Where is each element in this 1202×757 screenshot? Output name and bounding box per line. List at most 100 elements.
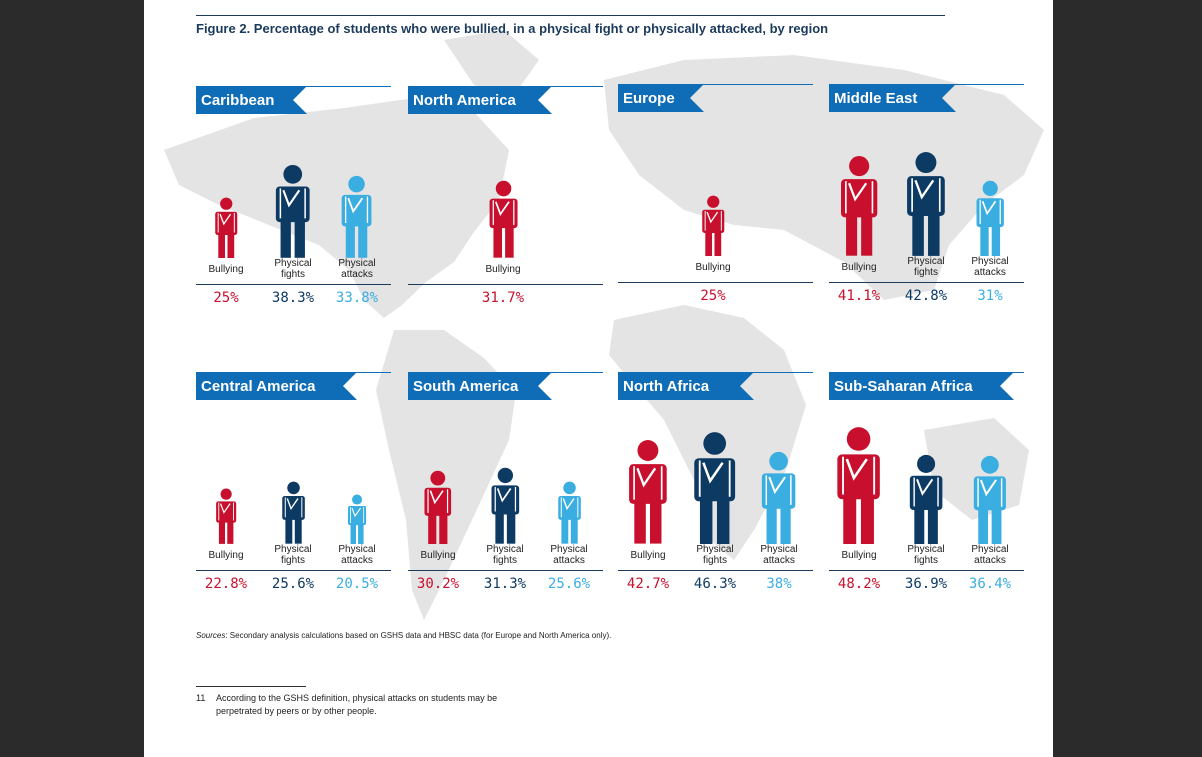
value-label-bullying: 22.8% [204, 576, 248, 592]
title-rule [196, 15, 945, 16]
value-label-bullying: 41.1% [837, 288, 881, 304]
region-header: Caribbean [196, 86, 307, 114]
figure-bullying [837, 427, 881, 544]
value-label-bullying: 42.7% [626, 576, 670, 592]
baseline [196, 284, 391, 285]
category-label-bullying: Bullying [420, 550, 456, 561]
region-label: Caribbean [201, 92, 275, 109]
value-label-fights: 25.6% [271, 576, 315, 592]
footnote: 11 According to the GSHS definition, phys… [196, 692, 497, 718]
baseline [829, 282, 1024, 283]
figure-bullying [702, 195, 725, 257]
category-label-bullying: Bullying [208, 264, 244, 275]
value-label-bullying: 25% [700, 288, 726, 304]
region-label: Sub-Saharan Africa [834, 378, 973, 395]
value-label-fights: 46.3% [693, 576, 737, 592]
category-label-fights: Physical fights [696, 544, 734, 566]
region-label: South America [413, 378, 519, 395]
footnote-rule [196, 686, 306, 687]
figure-attacks [342, 176, 372, 258]
figure-attacks [762, 451, 796, 544]
figure-bullying [215, 488, 236, 544]
region-label: North Africa [623, 378, 710, 395]
figure-bullying [629, 440, 667, 544]
category-label-bullying: Bullying [841, 550, 877, 561]
baseline [408, 284, 603, 285]
value-label-attacks: 31% [977, 288, 1003, 304]
region-header: South America [408, 372, 552, 400]
figure-attacks [976, 180, 1004, 256]
value-label-bullying: 31.7% [481, 290, 525, 306]
category-label-attacks: Physical attacks [971, 544, 1009, 566]
sources-label: Sources [196, 631, 226, 640]
panel-north-africa: North Africa Bullying 42.7% Physical fights… [618, 372, 813, 607]
category-label-bullying: Bullying [630, 550, 666, 561]
region-header-banner [618, 84, 704, 112]
category-label-attacks: Physical attacks [550, 544, 588, 566]
value-label-attacks: 38% [766, 576, 792, 592]
panel-central-america: Central America Bullying 22.8% Physical fig… [196, 372, 391, 607]
value-label-bullying: 48.2% [837, 576, 881, 592]
region-header: Sub-Saharan Africa [829, 372, 1014, 400]
figure-fights [694, 431, 736, 544]
region-label: Central America [201, 378, 316, 395]
region-header: Europe [618, 84, 704, 112]
category-label-attacks: Physical attacks [338, 258, 376, 280]
value-label-attacks: 25.6% [547, 576, 591, 592]
region-label: Europe [623, 90, 675, 107]
baseline [618, 282, 813, 283]
figure-bullying [840, 156, 878, 256]
panel-south-america: South America Bullying 30.2% Physical fight… [408, 372, 603, 607]
figure-fights [491, 468, 519, 544]
figure-bullying [489, 181, 518, 258]
category-label-bullying: Bullying [208, 550, 244, 561]
figure-title: Figure 2. Percentage of students who wer… [196, 21, 829, 36]
region-header: Middle East [829, 84, 956, 112]
sources-text: : Secondary analysis calculations based … [225, 631, 612, 640]
figure-attacks [557, 481, 581, 544]
panel-europe: Europe Bullying 25% [618, 84, 813, 319]
category-label-attacks: Physical attacks [338, 544, 376, 566]
footnote-line-2: perpetrated by peers or by other people. [216, 706, 377, 716]
category-label-fights: Physical fights [907, 544, 945, 566]
value-label-attacks: 36.4% [968, 576, 1012, 592]
category-label-fights: Physical fights [486, 544, 524, 566]
category-label-bullying: Bullying [695, 262, 731, 273]
figure-fights [909, 454, 943, 544]
region-header-banner [408, 86, 552, 114]
baseline [829, 570, 1024, 571]
panel-caribbean: Caribbean Bullying 25% Physical fights 38.3%… [196, 86, 391, 321]
category-label-fights: Physical fights [274, 258, 312, 280]
panel-sub-saharan-africa: Sub-Saharan Africa Bullying 48.2% Physical … [829, 372, 1024, 607]
value-label-fights: 38.3% [271, 290, 315, 306]
figure-bullying [424, 470, 452, 544]
value-label-fights: 36.9% [904, 576, 948, 592]
region-header: Central America [196, 372, 357, 400]
category-label-fights: Physical fights [274, 544, 312, 566]
value-label-bullying: 25% [213, 290, 239, 306]
figure-bullying [215, 197, 238, 259]
figure-fights [907, 152, 945, 256]
baseline [408, 570, 603, 571]
baseline [618, 570, 813, 571]
region-header: North Africa [618, 372, 754, 400]
region-header-banner [196, 372, 357, 400]
value-label-attacks: 33.8% [335, 290, 379, 306]
region-header-banner [196, 86, 307, 114]
figure-attacks [973, 455, 1007, 544]
region-header-banner [618, 372, 754, 400]
panel-middle-east: Middle East Bullying 41.1% Physical fights 4… [829, 84, 1024, 319]
figure-attacks [348, 494, 367, 544]
region-label: North America [413, 92, 516, 109]
category-label-bullying: Bullying [841, 262, 877, 273]
figure-fights [281, 481, 305, 544]
category-label-attacks: Physical attacks [760, 544, 798, 566]
region-label: Middle East [834, 90, 918, 107]
value-label-bullying: 30.2% [416, 576, 460, 592]
region-header-banner [408, 372, 552, 400]
region-header-banner [829, 84, 956, 112]
category-label-bullying: Bullying [485, 264, 521, 275]
header-rule [618, 84, 813, 85]
region-header: North America [408, 86, 552, 114]
report-page: Figure 2. Percentage of students who wer… [144, 0, 1053, 757]
